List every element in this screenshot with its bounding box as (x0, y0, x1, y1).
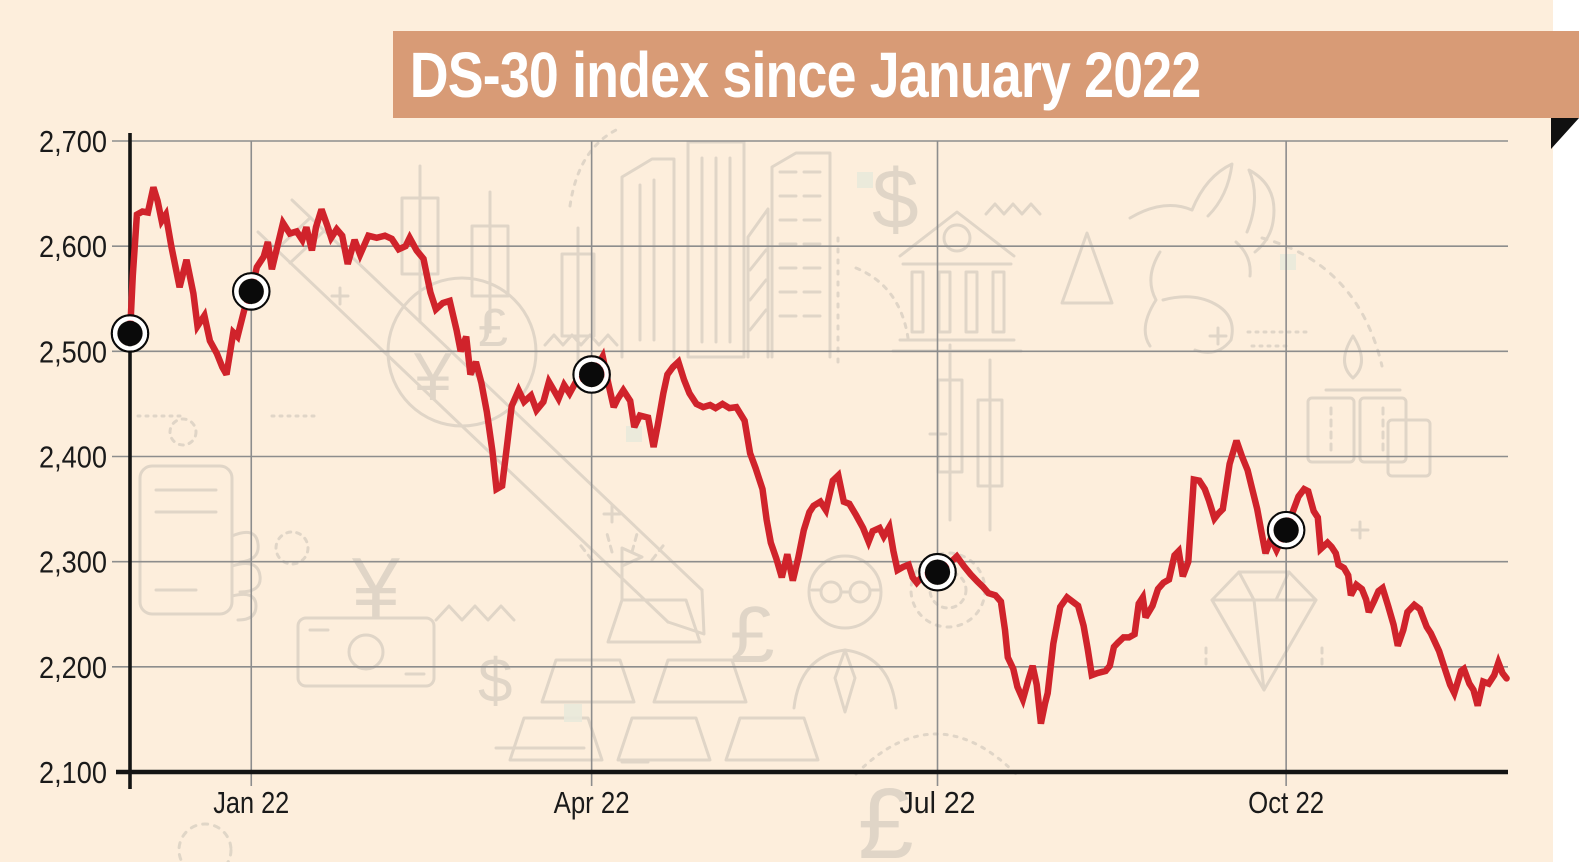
y-axis-label: 2,300 (39, 545, 107, 580)
x-axis-label: Jan 22 (213, 785, 289, 820)
dollar-sign-icon: $ (478, 647, 512, 716)
zigzag-icon (543, 333, 619, 347)
plus-mark-icon (330, 286, 350, 306)
oil-barrels-icon (1306, 388, 1432, 478)
ds30-index-line (126, 186, 1510, 725)
dashed-arc-icon (1260, 236, 1384, 368)
marker-outer-ring (918, 552, 957, 592)
y-axis-label: 2,600 (39, 229, 107, 264)
yen-sign-icon: ¥ (351, 541, 400, 637)
corner-fold-icon (1551, 118, 1579, 149)
dotted-arc-icon (854, 732, 1018, 776)
x-axis-label: Oct 22 (1248, 785, 1324, 820)
city-buildings-icon (620, 140, 832, 359)
marker-dot (579, 361, 605, 388)
pound-sign-icon: £ (730, 590, 775, 679)
dashed-curve-icon (568, 128, 618, 208)
dotted-circle-icon (274, 530, 310, 566)
dotted-circle-icon (168, 417, 198, 447)
y-axis-label: 2,100 (39, 755, 107, 790)
marker-white-ring (234, 274, 269, 309)
marker-outer-ring (1266, 510, 1306, 550)
y-axis-label: 2,400 (39, 440, 107, 475)
marker-white-ring (1269, 513, 1304, 548)
dotted-row-icon (1246, 330, 1314, 348)
chart-series (126, 186, 1510, 725)
y-axis-label: 2,200 (39, 650, 107, 685)
dash-icon (494, 746, 650, 764)
money-bill-icon (296, 616, 436, 688)
y-axis-label: 2,700 (39, 124, 107, 159)
marker-outer-ring (231, 272, 271, 311)
candlestick-chart-icon (936, 343, 1004, 532)
svg-text:£: £ (478, 298, 508, 358)
gold-bars-icon (508, 598, 820, 762)
marker-outer-ring (572, 355, 611, 394)
marker-dot (924, 559, 951, 585)
dotted-circle-icon (177, 822, 233, 862)
marker-white-ring (920, 555, 955, 590)
month-marker (1266, 510, 1306, 550)
businessman-icon (792, 554, 898, 714)
x-axis-label: Apr 22 (554, 785, 630, 820)
month-marker (572, 355, 611, 394)
month-marker (918, 552, 957, 592)
marker-outer-ring (110, 314, 150, 353)
svg-text:¥: ¥ (413, 339, 452, 415)
chart-gridlines (112, 140, 1508, 786)
up-triangle-icon (1060, 231, 1114, 305)
phone-in-hand-icon (138, 464, 262, 622)
month-marker (110, 314, 150, 353)
marker-white-ring (574, 357, 609, 392)
plus-mark-icon (602, 504, 622, 524)
month-marker (231, 272, 271, 311)
pound-sign-icon: £ (858, 768, 914, 862)
plus-mark-icon (1208, 326, 1228, 346)
zigzag-icon (434, 604, 516, 622)
marker-dot (1273, 517, 1299, 543)
marker-dot (117, 320, 143, 347)
chart-axes (116, 133, 1508, 789)
x-axis-label: Jul 22 (900, 785, 976, 820)
chart-title: DS-30 index since January 2022 (409, 38, 1201, 111)
chart-markers (110, 272, 1306, 592)
marker-dot (238, 278, 264, 304)
zigzag-icon (984, 202, 1042, 216)
marker-white-ring (112, 316, 148, 351)
dollar-sign-icon: $ (872, 152, 919, 246)
title-band: DS-30 index since January 2022 (393, 31, 1579, 118)
plus-mark-icon (1350, 520, 1370, 540)
oil-droplet-icon (1343, 334, 1363, 380)
dotted-arc-icon (854, 266, 910, 340)
mint-accent-squares (564, 172, 1296, 722)
bull-icon (1128, 162, 1276, 354)
chart-axis-labels: 2,100 2,200 2,300 2,400 2,500 2,600 2,700 Jan 2… (39, 124, 1324, 820)
y-axis-label: 2,500 (39, 334, 107, 369)
